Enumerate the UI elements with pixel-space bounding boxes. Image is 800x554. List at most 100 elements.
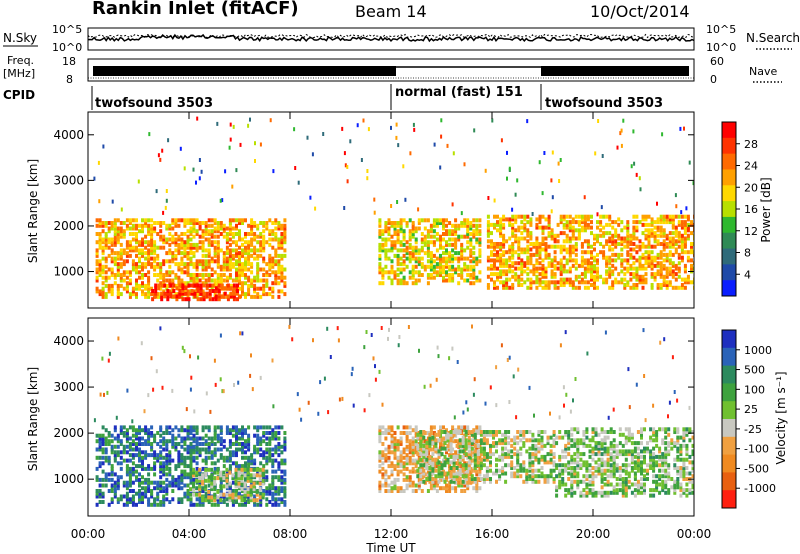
- echo-cell: [440, 452, 444, 457]
- echo-cell: [432, 267, 436, 272]
- echo-cell: [396, 472, 400, 477]
- echo-cell: [546, 477, 550, 481]
- echo-cell: [253, 234, 257, 239]
- echo-cell: [585, 463, 589, 468]
- echo-cell: [505, 269, 509, 274]
- echo-cell: [268, 264, 272, 269]
- echo-cell: [608, 217, 612, 222]
- echo-cell: [466, 226, 470, 231]
- echo-cell: [240, 467, 244, 472]
- echo-cell: [476, 449, 480, 454]
- echo-cell: [528, 466, 532, 470]
- echo-cell: [416, 460, 420, 465]
- echo-cell: [183, 262, 187, 267]
- echo-cell: [244, 264, 247, 269]
- echo-cell: [190, 283, 194, 288]
- echo-cell: [499, 228, 503, 233]
- echo-cell: [402, 477, 406, 482]
- echo-cell: [414, 270, 418, 275]
- echo-cell: [213, 498, 217, 503]
- echo-cell: [659, 266, 663, 271]
- echo-cell: [479, 460, 483, 465]
- echo-cell: [154, 286, 158, 291]
- echo-cell: [110, 433, 114, 438]
- echo-cell: [570, 432, 574, 437]
- echo-cell: [644, 261, 648, 266]
- echo-cell: [253, 494, 257, 499]
- echo-cell: [277, 497, 281, 502]
- echo-cell: [211, 289, 215, 293]
- echo-cell: [235, 464, 238, 469]
- echo-cell: [671, 261, 675, 266]
- echo-cell: [199, 297, 203, 302]
- echo-cell: [283, 489, 287, 493]
- echo-cell: [626, 239, 630, 244]
- echo-cell: [210, 467, 214, 472]
- echo-cell: [192, 458, 196, 463]
- echo-cell: [249, 117, 251, 122]
- echo-cell: [219, 470, 223, 475]
- echo-cell: [419, 479, 423, 484]
- echo-cell: [399, 461, 403, 466]
- echo-cell: [650, 220, 654, 225]
- echo-cell: [516, 449, 520, 454]
- echo-cell: [253, 444, 257, 449]
- echo-cell: [268, 455, 272, 460]
- echo-cell: [482, 430, 486, 434]
- echo-cell: [171, 444, 175, 449]
- echo-cell: [470, 438, 474, 443]
- echo-cell: [590, 266, 593, 271]
- echo-cell: [228, 458, 232, 463]
- echo-cell: [576, 441, 580, 446]
- echo-cell: [201, 273, 205, 277]
- echo-cell: [138, 248, 141, 253]
- echo-cell: [280, 497, 284, 502]
- echo-cell: [141, 494, 144, 499]
- echo-cell: [125, 218, 129, 223]
- echo-cell: [557, 161, 560, 166]
- echo-cell: [422, 443, 426, 448]
- echo-cell: [570, 482, 574, 487]
- echo-cell: [435, 464, 439, 469]
- echo-cell: [271, 264, 275, 269]
- echo-cell: [452, 466, 456, 470]
- echo-cell: [229, 137, 232, 142]
- echo-cell: [653, 225, 657, 230]
- echo-cell: [228, 464, 232, 469]
- echo-cell: [679, 126, 682, 131]
- echo-cell: [507, 463, 511, 468]
- echo-cell: [214, 289, 218, 293]
- echo-cell: [561, 468, 565, 473]
- echo-cell: [417, 251, 421, 256]
- echo-cell: [671, 220, 675, 225]
- echo-cell: [635, 274, 639, 279]
- echo-cell: [469, 223, 473, 228]
- echo-cell: [141, 480, 144, 485]
- echo-cell: [414, 237, 418, 242]
- echo-cell: [119, 248, 123, 253]
- echo-cell: [110, 242, 114, 247]
- echo-cell: [431, 477, 435, 481]
- echo-cell: [463, 248, 467, 253]
- echo-cell: [244, 477, 247, 482]
- echo-cell: [274, 450, 278, 455]
- echo-cell: [159, 461, 163, 466]
- echo-cell: [470, 446, 474, 451]
- echo-cell: [104, 234, 108, 239]
- echo-cell: [201, 458, 205, 463]
- echo-cell: [144, 477, 148, 482]
- echo-cell: [198, 234, 202, 239]
- echo-cell: [526, 285, 530, 290]
- echo-cell: [431, 479, 435, 484]
- echo-cell: [381, 273, 385, 277]
- echo-cell: [101, 264, 105, 269]
- echo-cell: [513, 438, 517, 443]
- echo-cell: [428, 479, 432, 484]
- echo-cell: [228, 273, 232, 277]
- echo-cell: [499, 244, 503, 249]
- echo-cell: [671, 239, 675, 244]
- echo-cell: [141, 442, 144, 446]
- echo-cell: [165, 273, 169, 277]
- echo-cell: [110, 286, 114, 291]
- echo-cell: [393, 480, 397, 485]
